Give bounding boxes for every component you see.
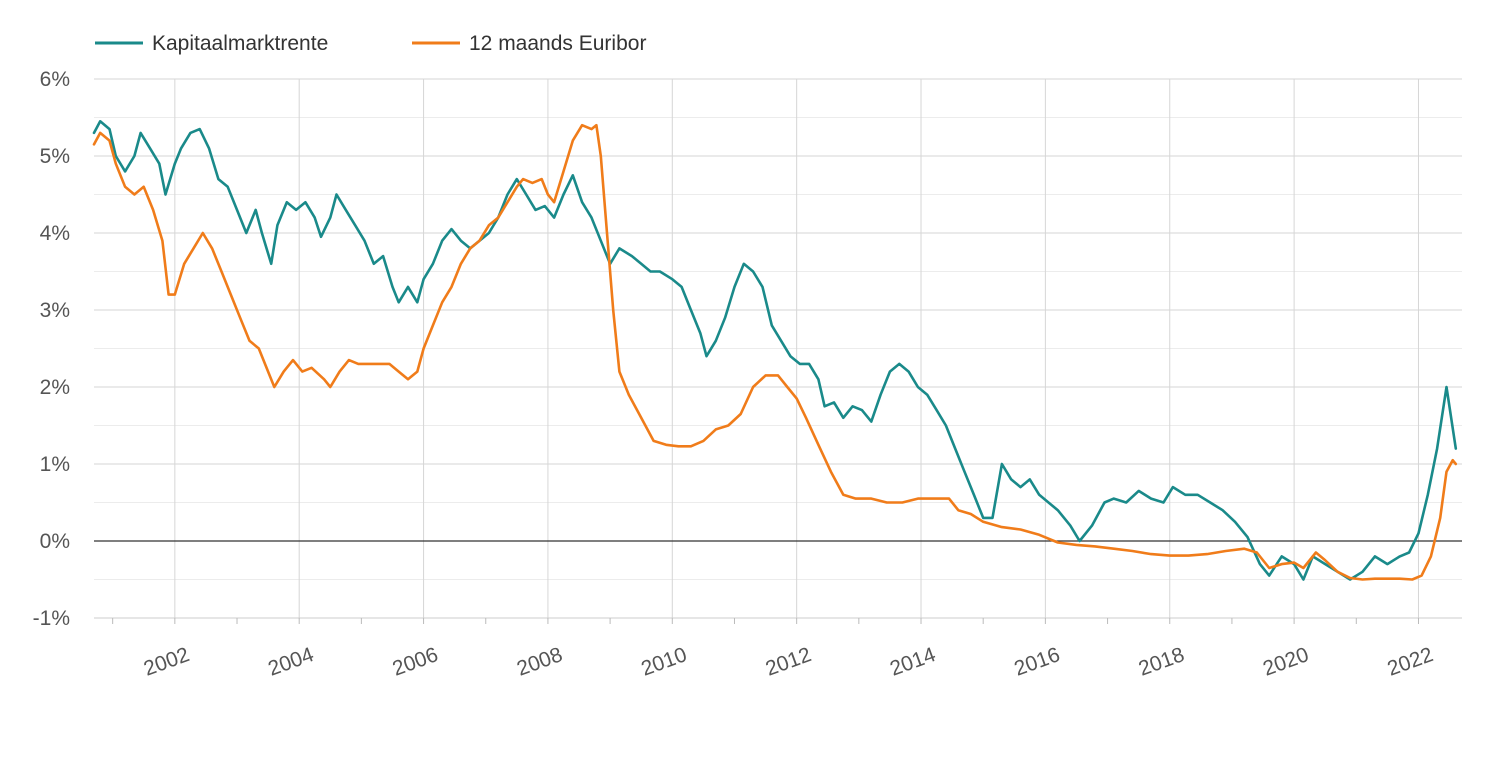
- x-tick-label: 2016: [1011, 643, 1063, 681]
- legend-label-kapitaalmarktrente: Kapitaalmarktrente: [152, 32, 328, 55]
- x-tick-label: 2018: [1136, 643, 1188, 681]
- x-tick-label: 2010: [638, 643, 690, 681]
- y-tick-label: 0%: [40, 530, 70, 553]
- chart-legend: Kapitaalmarktrente 12 maands Euribor: [95, 32, 646, 55]
- x-tick-label: 2002: [141, 643, 193, 681]
- gridlines: [94, 78, 1462, 619]
- x-tick-label: 2022: [1384, 643, 1436, 681]
- y-tick-label: 1%: [40, 453, 70, 476]
- series-line-kapitaalmarktrente: [92, 120, 1458, 581]
- series-lines: [92, 120, 1458, 581]
- x-axis: 2002 2004 2006 2008 2010 2012 2014 2016 2018 2020…: [94, 617, 1462, 681]
- y-tick-label: -1%: [33, 607, 70, 630]
- y-tick-label: 5%: [40, 145, 70, 168]
- y-axis: -1% 0% 1% 2% 3% 4% 5% 6%: [33, 68, 70, 630]
- y-tick-label: 3%: [40, 299, 70, 322]
- legend-label-euribor: 12 maands Euribor: [469, 32, 646, 55]
- x-tick-label: 2012: [763, 643, 815, 681]
- y-tick-label: 6%: [40, 68, 70, 91]
- x-tick-label: 2006: [389, 643, 441, 681]
- x-tick-label: 2014: [887, 643, 939, 681]
- x-tick-label: 2008: [514, 643, 566, 681]
- y-tick-label: 4%: [40, 222, 70, 245]
- x-tick-label: 2020: [1260, 643, 1312, 681]
- series-line-euribor: [92, 123, 1458, 581]
- x-tick-label: 2004: [265, 643, 317, 681]
- y-tick-label: 2%: [40, 376, 70, 399]
